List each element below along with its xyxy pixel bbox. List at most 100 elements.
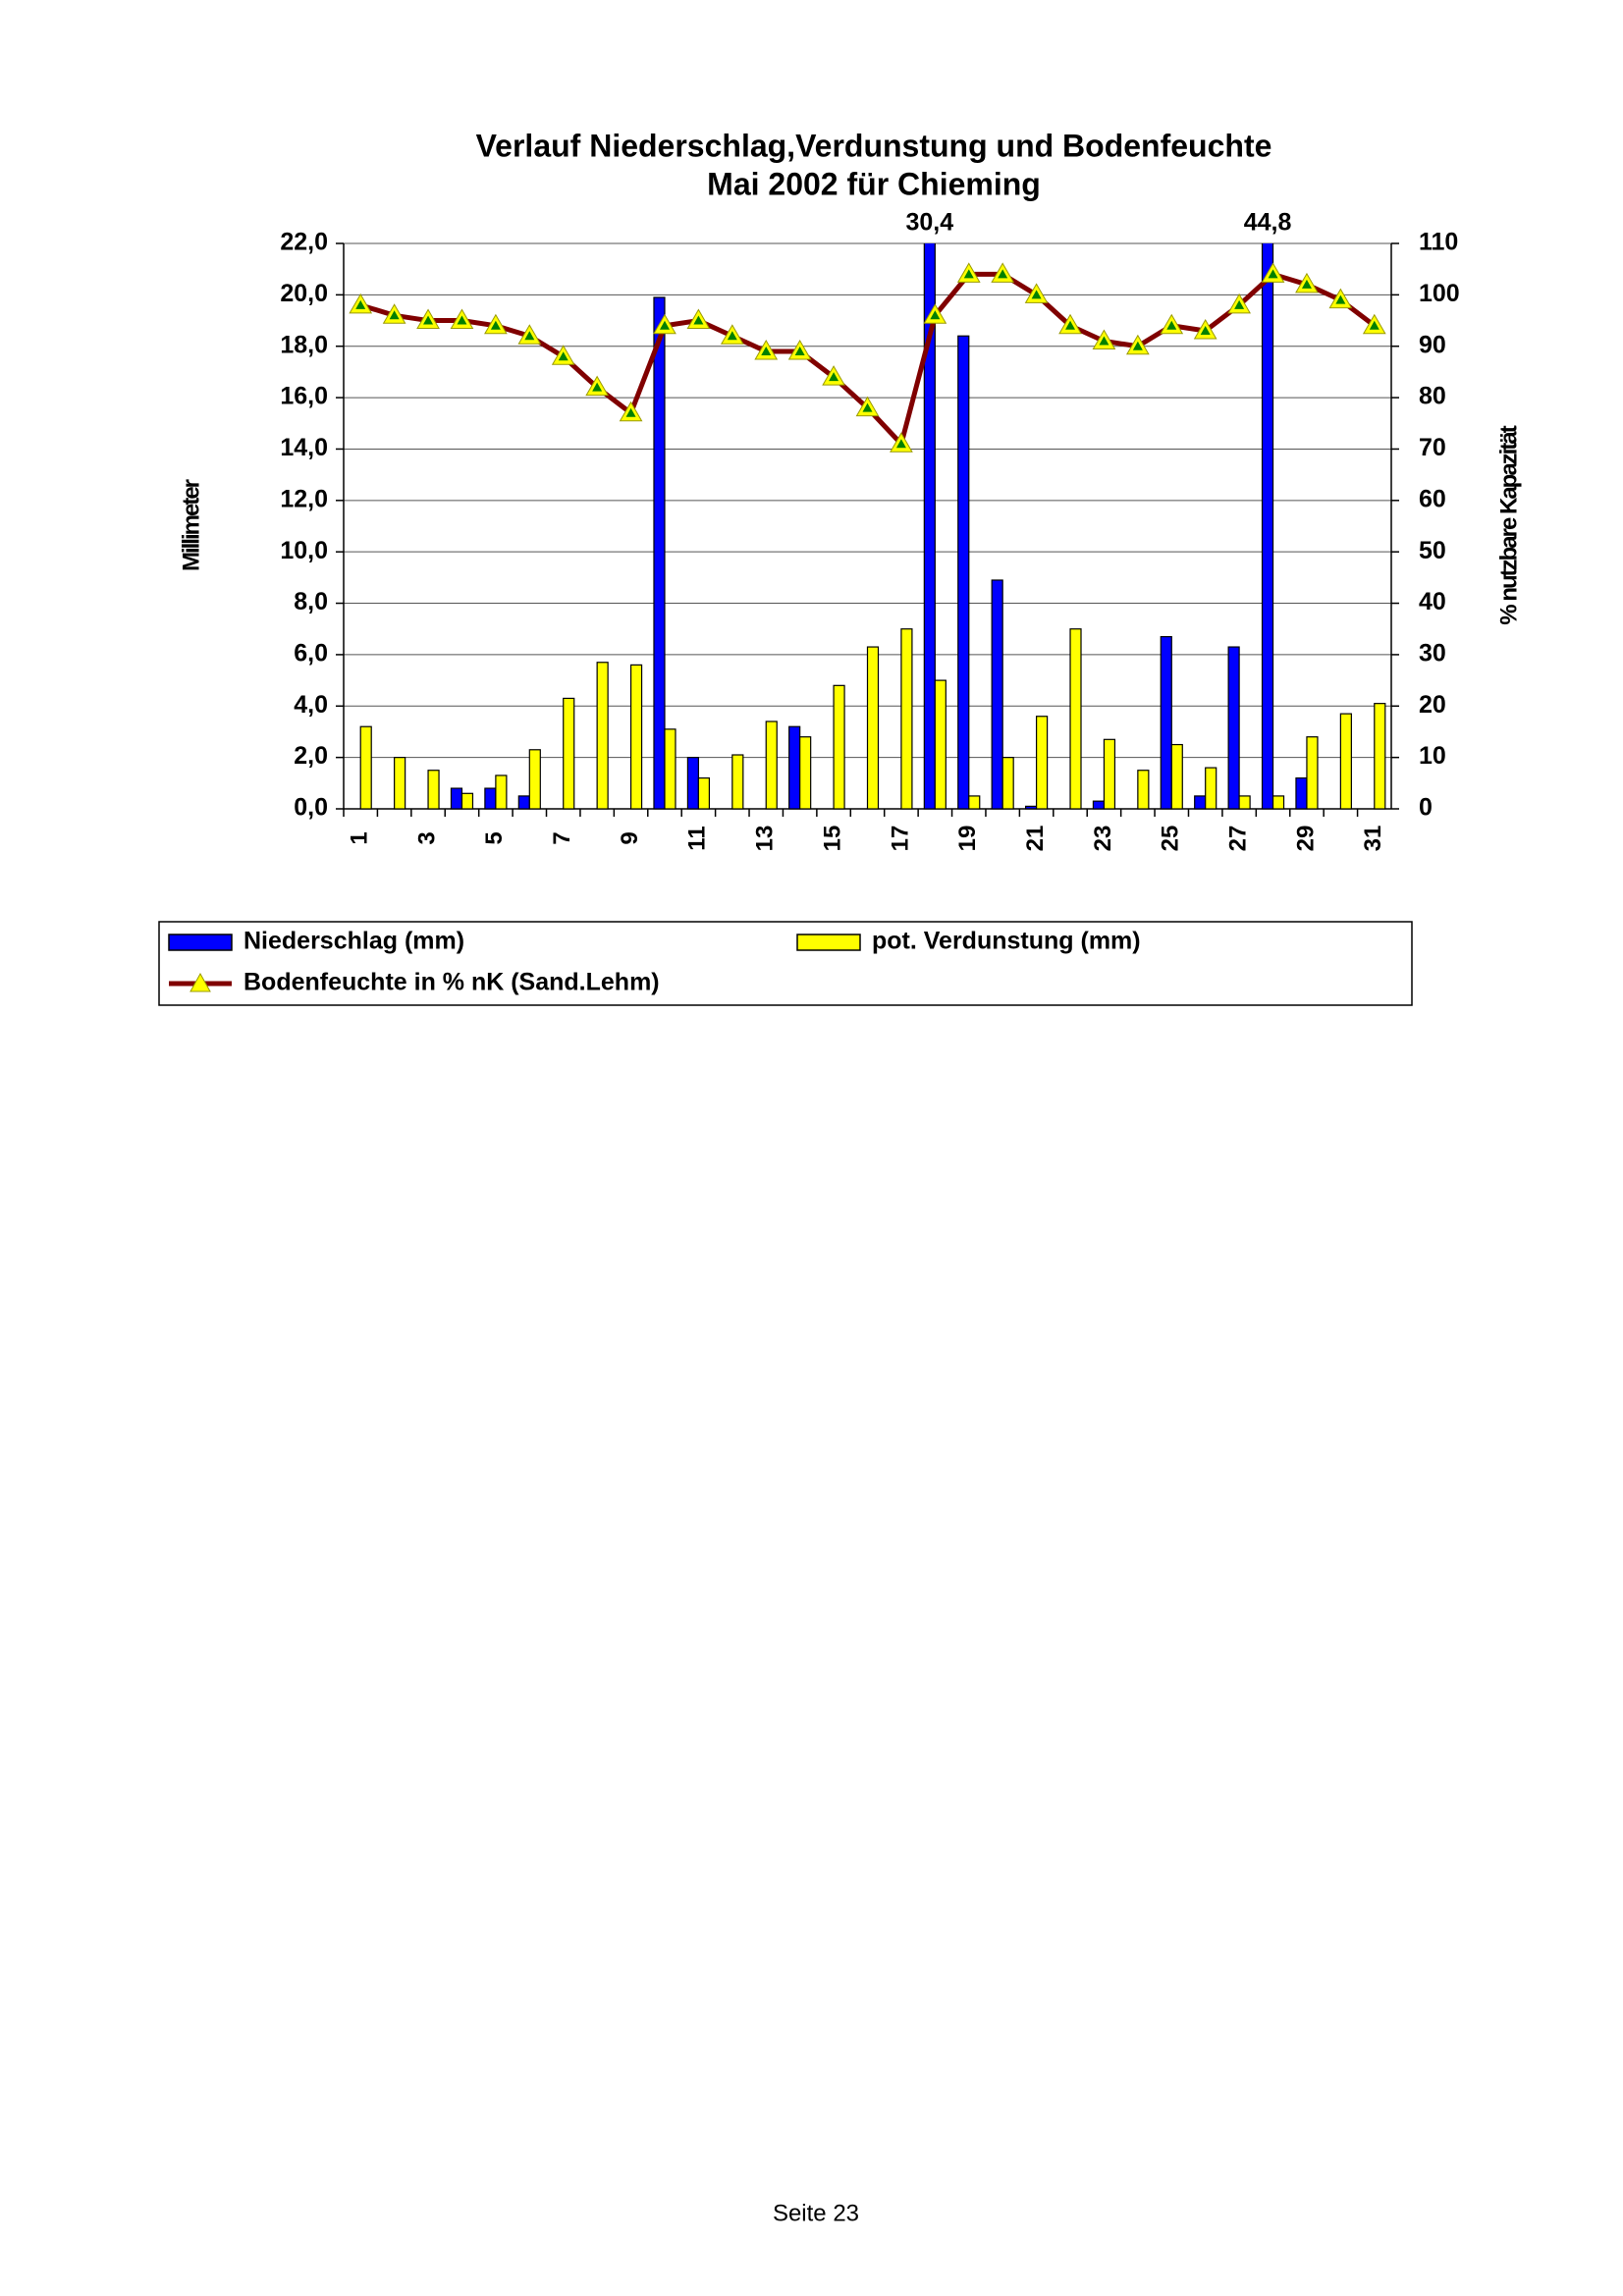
marker-inner [1268,269,1278,279]
bar [664,728,676,810]
bar [1103,738,1116,810]
marker-inner [1031,290,1042,299]
x-tick-label: 1 [347,831,373,844]
marker [653,313,676,335]
y-tick-label: 0,0 [294,794,328,822]
y2-tick-label: 50 [1419,537,1446,564]
bar [1069,628,1082,810]
marker-inner [794,346,805,355]
y-tick-label: 12,0 [280,485,328,512]
x-tick-label: 3 [413,831,440,844]
marker [956,262,981,283]
chart-subtitle: Mai 2002 für Chieming [707,166,1041,201]
y2-tick-label: 0 [1419,794,1433,822]
x-tick-label: 23 [1090,826,1116,852]
bar [697,776,711,810]
legend-marker [189,972,211,992]
y-tick-label: 14,0 [280,434,328,461]
bar [1261,243,1274,810]
marker [1125,334,1150,355]
bar [394,757,406,810]
y2-tick-label: 10 [1419,742,1446,770]
data-label: 30,4 [906,209,954,237]
marker-inner [1132,341,1143,350]
x-tick-label: 31 [1360,826,1386,852]
marker-inner [761,346,772,355]
marker [1295,272,1319,294]
bar [1306,736,1319,810]
bar [460,792,474,810]
marker [720,324,744,345]
marker [991,262,1015,283]
bar [1092,800,1106,810]
marker-inner [592,382,603,392]
marker [787,339,812,360]
marker-inner [524,331,535,341]
y2-tick-label: 40 [1419,588,1446,615]
marker [1362,313,1386,335]
marker-inner [930,310,941,320]
marker-inner [423,315,434,325]
marker-inner [998,269,1008,279]
line [359,271,1377,450]
bar [731,754,744,810]
footer: Seite 23 [773,2200,859,2226]
bar [968,795,981,810]
legend-label: pot. Verdunstung (mm) [872,928,1141,955]
marker [754,339,779,360]
bar [653,296,666,810]
marker-inner [1166,320,1177,330]
y-tick-label: 10,0 [280,537,328,564]
marker-inner [1234,299,1245,309]
bar [923,243,936,810]
x-tick-label: 13 [752,826,779,852]
bar [833,684,845,810]
bar [427,770,440,810]
marker-inner [963,269,974,279]
y-tick-label: 6,0 [294,640,328,667]
marker [585,375,610,397]
marker-inner [862,402,873,412]
bar [1339,713,1352,810]
x-tick-label: 11 [684,826,711,850]
legend-swatch [796,934,861,951]
bar [596,662,609,810]
bar [934,679,947,810]
plot-area [359,243,1386,810]
x-tick-label: 21 [1022,826,1049,852]
bar [1194,795,1207,810]
bar [957,335,970,810]
marker [686,308,711,330]
bar [1035,716,1049,810]
y2-tick-label: 30 [1419,640,1446,667]
y2-tick-label: 90 [1419,331,1446,358]
marker-inner [659,320,670,330]
marker [349,293,373,314]
bar [495,774,508,810]
x-tick-label: 9 [617,831,643,844]
legend-label: Bodenfeuchte in % nK (Sand.Lehm) [243,969,660,996]
y2-tick-label: 70 [1419,434,1446,461]
bar [765,721,778,810]
x-tick-label: 27 [1224,826,1251,852]
bar [359,725,372,810]
bar [1271,795,1285,810]
bar [528,749,541,810]
bar [1374,703,1386,810]
x-tick-label: 19 [954,826,981,852]
marker [619,400,643,422]
marker [1092,329,1116,349]
marker-inner [1369,320,1380,330]
y-tick-label: 8,0 [294,588,328,615]
marker [855,396,880,417]
marker [1261,262,1285,283]
x-tick-label: 29 [1292,826,1319,852]
bar [1227,646,1240,810]
marker-inner [727,331,737,341]
marker [890,432,913,453]
chart-title: Verlauf Niederschlag,Verdunstung und Bod… [476,128,1272,163]
marker-inner [1099,336,1109,346]
marker-inner [693,315,704,325]
